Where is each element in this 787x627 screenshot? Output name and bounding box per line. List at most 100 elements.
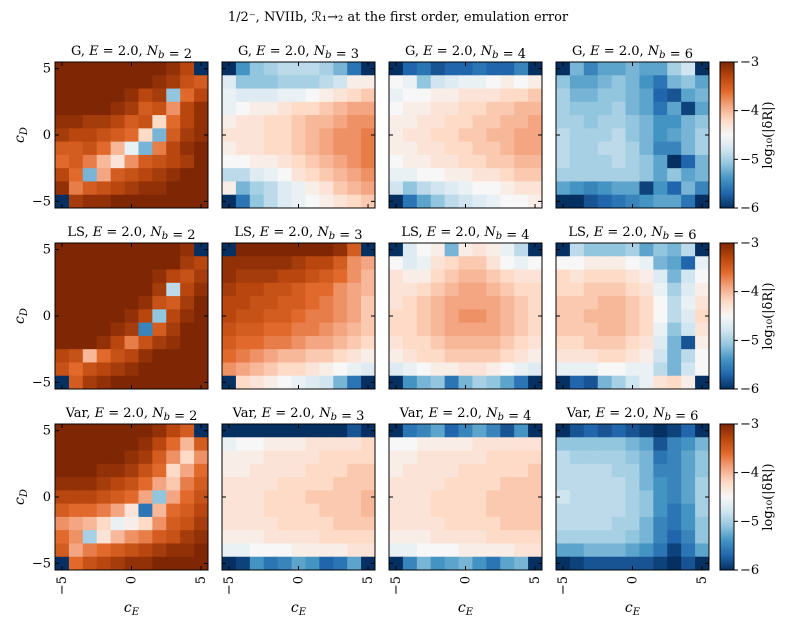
heatmap-cell	[235, 62, 251, 76]
heatmap-cell	[291, 194, 306, 209]
heatmap-cell	[653, 115, 668, 129]
heatmap-cell	[569, 282, 585, 297]
heatmap-cell	[152, 490, 167, 505]
heatmap-cell	[528, 168, 543, 182]
heatmap-cell	[291, 75, 306, 89]
heatmap-cell	[472, 141, 487, 156]
heatmap-cell	[291, 335, 306, 350]
heatmap-cell	[110, 141, 125, 156]
heatmap-cell	[68, 362, 84, 377]
heatmap-cell	[556, 115, 571, 129]
colorbar-tick-label: −4	[740, 104, 759, 119]
heatmap-cell	[528, 424, 543, 438]
heatmap-cell	[194, 490, 209, 505]
heatmap-cell	[68, 296, 84, 310]
heatmap-cell	[291, 141, 306, 156]
heatmap-cell	[333, 335, 348, 350]
heatmap-cell	[500, 335, 515, 350]
heatmap-cell	[611, 128, 626, 143]
heatmap-cell	[166, 88, 181, 103]
heatmap-cell	[305, 62, 320, 76]
heatmap-cell	[291, 362, 306, 377]
heatmap-cell	[681, 181, 696, 196]
heatmap-cell	[96, 296, 112, 310]
heatmap-cell	[222, 269, 237, 284]
heatmap-cell	[569, 437, 585, 451]
x-axis-label: cE	[291, 600, 307, 618]
heatmap-cell	[458, 243, 473, 257]
heatmap-cell	[597, 556, 613, 571]
heatmap-cell	[305, 349, 320, 363]
heatmap-cell	[416, 450, 432, 465]
heatmap-cell	[235, 335, 251, 350]
heatmap-cell	[166, 282, 181, 297]
heatmap-cell	[514, 141, 529, 156]
heatmap-cell	[625, 490, 640, 505]
heatmap-cell	[514, 503, 529, 518]
heatmap-cell	[96, 477, 112, 491]
heatmap-cell	[389, 296, 404, 310]
heatmap-cell	[138, 256, 153, 270]
heatmap-cell	[291, 322, 306, 337]
heatmap-cell	[653, 463, 668, 478]
figure-title: 1/2⁻, NVIIb, ℛ₁→₂ at the first order, em…	[228, 10, 569, 25]
heatmap-cell	[458, 362, 473, 377]
heatmap-cell	[569, 141, 585, 156]
heatmap-cell	[528, 154, 543, 169]
heatmap-cell	[124, 154, 139, 169]
heatmap-cell	[583, 530, 599, 544]
heatmap-cell	[361, 243, 376, 257]
heatmap-cell	[569, 543, 585, 558]
heatmap-cell	[500, 168, 515, 182]
heatmap-cell	[124, 349, 139, 363]
heatmap-cell	[96, 154, 112, 169]
heatmap-cell	[528, 503, 543, 518]
heatmap-cell	[569, 243, 585, 257]
heatmap-cell	[389, 128, 404, 143]
heatmap-cell	[389, 477, 404, 491]
heatmap-cell	[472, 450, 487, 465]
heatmap-cell	[347, 194, 362, 209]
heatmap-cell	[194, 128, 209, 143]
heatmap-cell	[556, 243, 571, 257]
x-tick-label: 5	[695, 576, 710, 584]
heatmap-cell	[514, 309, 529, 324]
heatmap-cell	[277, 490, 292, 505]
heatmap-cell	[528, 141, 543, 156]
heatmap-cell	[82, 322, 98, 337]
heatmap-cell	[430, 154, 446, 169]
heatmap-cell	[695, 88, 710, 103]
heatmap-cell	[500, 115, 515, 129]
heatmap-cell	[681, 349, 696, 363]
heatmap-cell	[416, 256, 432, 270]
heatmap-cell	[611, 349, 626, 363]
heatmap-cell	[514, 101, 529, 116]
heatmap-cell	[695, 128, 710, 143]
heatmap-panel: LS, E = 2.0, Nb = 250−5cD	[12, 225, 209, 390]
heatmap-cell	[444, 75, 459, 89]
heatmap-cell	[695, 375, 710, 390]
heatmap-cell	[166, 141, 181, 156]
heatmap-cell	[569, 115, 585, 129]
heatmap-cell	[389, 115, 404, 129]
heatmap-cell	[667, 450, 682, 465]
heatmap-cell	[611, 62, 626, 76]
heatmap-cell	[263, 181, 279, 196]
heatmap-cell	[55, 75, 70, 89]
heatmap-cell	[416, 530, 432, 544]
heatmap-cell	[611, 322, 626, 337]
heatmap-cell	[472, 88, 487, 103]
colorbar-tick-label: −5	[740, 152, 759, 167]
heatmap-cell	[625, 362, 640, 377]
heatmap-cell	[333, 115, 348, 129]
heatmap-cell	[68, 556, 84, 571]
heatmap-cell	[82, 543, 98, 558]
heatmap-cell	[194, 450, 209, 465]
heatmap-cell	[361, 141, 376, 156]
heatmap-cell	[500, 362, 515, 377]
heatmap-cell	[180, 181, 195, 196]
heatmap-cell	[695, 154, 710, 169]
heatmap-cell	[653, 243, 668, 257]
heatmap-cell	[583, 282, 599, 297]
heatmap-cell	[263, 437, 279, 451]
